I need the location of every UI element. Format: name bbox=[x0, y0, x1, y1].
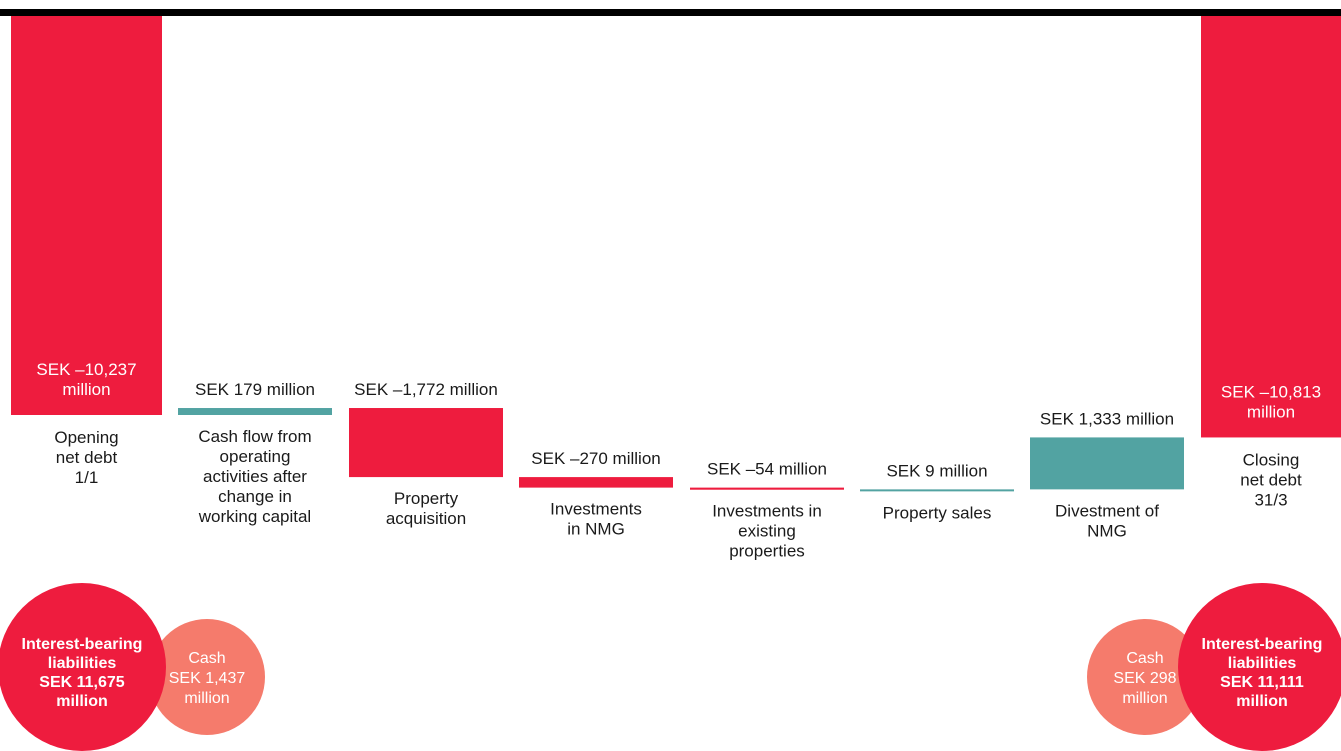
cash-label-closing: Cash SEK 298 million bbox=[1113, 650, 1176, 707]
bar-step-4 bbox=[519, 477, 673, 488]
value-label-step-1-line: SEK –10,237 bbox=[36, 360, 136, 379]
category-label-step-4-line: in NMG bbox=[567, 520, 625, 539]
value-label-step-4-line: SEK –270 million bbox=[531, 449, 660, 468]
category-label-step-2-line: Cash flow from bbox=[198, 427, 311, 446]
category-label-step-2-line: activities after bbox=[203, 467, 307, 486]
liabilities-circle-closing bbox=[1178, 583, 1341, 751]
value-label-step-7: SEK 1,333 million bbox=[1040, 409, 1174, 428]
top-rule bbox=[0, 9, 1341, 16]
category-label-step-6: Property sales bbox=[883, 503, 992, 522]
value-label-step-3: SEK –1,772 million bbox=[354, 380, 498, 399]
value-label-step-6-line: SEK 9 million bbox=[886, 461, 987, 480]
cash-label-closing-line: SEK 298 bbox=[1113, 670, 1176, 687]
category-label-step-7-line: Divestment of bbox=[1055, 501, 1159, 520]
cash-label-opening-line: SEK 1,437 bbox=[169, 670, 246, 687]
category-label-step-2-line: change in bbox=[218, 487, 292, 506]
liabilities-label-closing-line: liabilities bbox=[1228, 655, 1297, 672]
cash-label-closing-line: million bbox=[1122, 690, 1167, 707]
cash-circle-closing bbox=[1087, 619, 1203, 735]
value-label-step-5: SEK –54 million bbox=[707, 460, 827, 479]
category-label-step-5-line: Investments in bbox=[712, 502, 822, 521]
category-label-step-8-line: 31/3 bbox=[1254, 490, 1287, 509]
category-label-step-8-line: Closing bbox=[1243, 450, 1300, 469]
bar-step-6 bbox=[860, 489, 1014, 492]
category-label-step-5-line: properties bbox=[729, 542, 805, 561]
value-label-step-1-line: million bbox=[62, 380, 110, 399]
liabilities-label-opening-line: Interest-bearing bbox=[22, 636, 143, 653]
value-label-step-2-line: SEK 179 million bbox=[195, 380, 315, 399]
category-label-step-3: Property acquisition bbox=[386, 489, 466, 528]
bar-step-8 bbox=[1201, 16, 1341, 438]
cash-label-opening-line: Cash bbox=[188, 650, 225, 667]
value-label-step-8: SEK –10,813 million bbox=[1221, 382, 1321, 421]
category-label-step-5-line: existing bbox=[738, 522, 796, 541]
category-label-step-2-line: operating bbox=[220, 447, 291, 466]
category-label-step-7-line: NMG bbox=[1087, 521, 1127, 540]
liabilities-label-opening-line: million bbox=[56, 693, 108, 710]
value-label-step-7-line: SEK 1,333 million bbox=[1040, 409, 1174, 428]
liabilities-label-opening-line: SEK 11,675 bbox=[39, 674, 125, 691]
category-label-step-2-line: working capital bbox=[198, 507, 311, 526]
category-label-step-3-line: acquisition bbox=[386, 509, 466, 528]
category-label-step-1-line: Opening bbox=[54, 428, 118, 447]
liabilities-label-closing: Interest-bearing liabilities SEK 11,111 mil… bbox=[1202, 636, 1323, 710]
category-label-step-1-line: 1/1 bbox=[75, 468, 99, 487]
category-label-step-6-line: Property sales bbox=[883, 503, 992, 522]
value-label-step-2: SEK 179 million bbox=[195, 380, 315, 399]
cash-label-opening-line: million bbox=[184, 690, 229, 707]
bar-step-3 bbox=[349, 408, 503, 478]
category-label-step-1-line: net debt bbox=[56, 448, 118, 467]
bar-step-5 bbox=[690, 487, 844, 490]
category-label-step-4-line: Investments bbox=[550, 500, 642, 519]
liabilities-label-opening-line: liabilities bbox=[48, 655, 117, 672]
cash-circle-opening bbox=[149, 619, 265, 735]
category-label-step-8: Closing net debt 31/3 bbox=[1240, 450, 1302, 509]
liabilities-label-closing-line: million bbox=[1236, 693, 1288, 710]
cash-label-opening: Cash SEK 1,437 million bbox=[169, 650, 246, 707]
value-label-step-1: SEK –10,237 million bbox=[36, 360, 136, 399]
category-label-step-1: Opening net debt 1/1 bbox=[54, 428, 118, 487]
bar-step-7 bbox=[1030, 437, 1184, 490]
value-label-step-8-line: million bbox=[1247, 402, 1295, 421]
category-label-step-8-line: net debt bbox=[1240, 470, 1302, 489]
cash-label-closing-line: Cash bbox=[1126, 650, 1163, 667]
liabilities-label-closing-line: Interest-bearing bbox=[1202, 636, 1323, 653]
liabilities-circle-opening bbox=[0, 583, 166, 751]
category-label-step-4: Investments in NMG bbox=[550, 500, 642, 539]
value-label-step-6: SEK 9 million bbox=[886, 461, 987, 480]
category-label-step-2: Cash flow from operating activities after c… bbox=[198, 427, 312, 526]
circles-layer: Cash SEK 1,437 million Interest-bearing liab… bbox=[0, 583, 1341, 751]
bar-step-2 bbox=[178, 408, 332, 415]
liabilities-label-closing-line: SEK 11,111 bbox=[1220, 674, 1304, 691]
value-label-step-8-line: SEK –10,813 bbox=[1221, 382, 1321, 401]
category-label-step-3-line: Property bbox=[394, 489, 459, 508]
liabilities-label-opening: Interest-bearing liabilities SEK 11,675 mil… bbox=[22, 636, 143, 710]
bars-layer bbox=[11, 16, 1341, 492]
category-label-step-7: Divestment of NMG bbox=[1055, 501, 1159, 540]
category-label-step-5: Investments in existing properties bbox=[712, 502, 822, 561]
bar-step-1 bbox=[11, 16, 162, 415]
value-label-step-4: SEK –270 million bbox=[531, 449, 660, 468]
value-label-step-3-line: SEK –1,772 million bbox=[354, 380, 498, 399]
value-label-step-5-line: SEK –54 million bbox=[707, 460, 827, 479]
